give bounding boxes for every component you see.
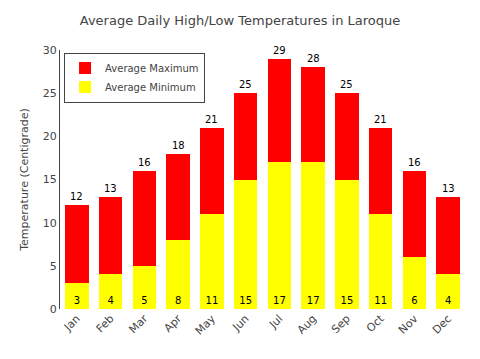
- svg-text:11: 11: [374, 295, 387, 306]
- svg-text:18: 18: [172, 140, 185, 151]
- svg-text:17: 17: [307, 295, 320, 306]
- svg-text:Average Maximum: Average Maximum: [105, 63, 199, 74]
- svg-text:Average Minimum: Average Minimum: [105, 82, 196, 93]
- svg-text:15: 15: [239, 295, 252, 306]
- svg-text:21: 21: [374, 114, 387, 125]
- svg-text:Sep: Sep: [329, 312, 353, 336]
- svg-text:Dec: Dec: [430, 312, 454, 336]
- svg-text:13: 13: [442, 183, 455, 194]
- svg-text:20: 20: [43, 130, 57, 143]
- svg-text:Temperature (Centigrade): Temperature (Centigrade): [18, 108, 31, 252]
- svg-text:25: 25: [239, 79, 252, 90]
- svg-text:Mar: Mar: [127, 312, 151, 336]
- svg-text:29: 29: [273, 45, 286, 56]
- svg-text:16: 16: [138, 157, 151, 168]
- svg-text:Jul: Jul: [266, 312, 285, 331]
- svg-text:Average Daily High/Low Tempera: Average Daily High/Low Temperatures in L…: [80, 13, 400, 28]
- svg-text:Jan: Jan: [61, 312, 83, 334]
- svg-text:0: 0: [50, 303, 57, 316]
- svg-text:15: 15: [341, 295, 354, 306]
- svg-text:21: 21: [205, 114, 218, 125]
- svg-text:Aug: Aug: [295, 312, 319, 336]
- svg-text:25: 25: [43, 87, 57, 100]
- svg-text:Jun: Jun: [230, 312, 252, 334]
- svg-text:11: 11: [206, 295, 219, 306]
- svg-text:30: 30: [43, 44, 57, 57]
- svg-text:5: 5: [50, 260, 57, 273]
- svg-text:Nov: Nov: [396, 312, 421, 337]
- svg-text:6: 6: [411, 295, 417, 306]
- svg-text:17: 17: [273, 295, 286, 306]
- svg-text:Oct: Oct: [364, 312, 387, 335]
- svg-text:Apr: Apr: [161, 312, 184, 335]
- svg-text:10: 10: [43, 217, 57, 230]
- svg-text:15: 15: [43, 173, 57, 186]
- svg-text:13: 13: [104, 183, 117, 194]
- svg-text:May: May: [193, 312, 219, 338]
- svg-text:4: 4: [107, 295, 113, 306]
- svg-text:28: 28: [307, 53, 320, 64]
- svg-text:16: 16: [408, 157, 421, 168]
- svg-text:4: 4: [445, 295, 451, 306]
- svg-text:3: 3: [74, 295, 80, 306]
- svg-text:5: 5: [141, 295, 147, 306]
- svg-text:Feb: Feb: [94, 312, 117, 335]
- svg-text:8: 8: [175, 295, 181, 306]
- svg-text:25: 25: [340, 79, 353, 90]
- svg-text:12: 12: [70, 191, 83, 202]
